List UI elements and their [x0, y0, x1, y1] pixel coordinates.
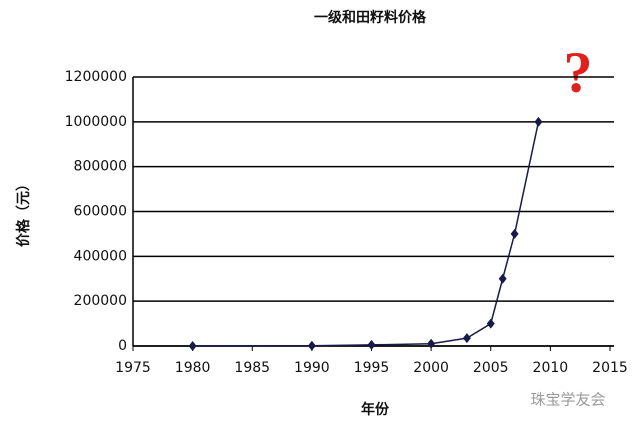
data-point — [534, 116, 543, 127]
data-point — [367, 339, 376, 350]
x-axis-label: 年份 — [361, 401, 390, 418]
chart-title: 一级和田籽料价格 — [314, 9, 427, 26]
x-tick-label: 1980 — [175, 360, 211, 376]
x-tick-label: 1995 — [354, 360, 390, 376]
annotation: ? — [564, 39, 593, 104]
watermark: 珠宝学友会 — [530, 391, 605, 409]
data-point — [307, 340, 316, 351]
x-tick-label: 2010 — [533, 360, 569, 376]
data-point — [462, 333, 471, 344]
x-tick-label: 1985 — [234, 360, 270, 376]
data-point — [427, 338, 436, 349]
data-line — [192, 121, 540, 347]
data-point — [188, 341, 197, 351]
y-tick-label: 200000 — [74, 293, 127, 309]
data-point — [498, 273, 507, 284]
y-tick-label: 800000 — [74, 159, 127, 175]
x-tick-label: 2005 — [473, 360, 509, 376]
data-point — [486, 318, 495, 329]
y-tick-label: 1200000 — [65, 69, 127, 85]
y-tick-label: 400000 — [74, 248, 127, 264]
x-tick-label: 2000 — [413, 360, 449, 376]
y-tick-label: 600000 — [74, 204, 127, 220]
y-tick-label: 1000000 — [65, 114, 127, 130]
x-tick-label: 1975 — [115, 360, 151, 376]
x-tick-label: 1990 — [294, 360, 330, 376]
data-point — [510, 228, 519, 239]
x-tick-label: 2015 — [592, 360, 628, 376]
y-tick-label: 0 — [118, 338, 127, 354]
y-axis-label: 价格（元） — [15, 177, 32, 247]
